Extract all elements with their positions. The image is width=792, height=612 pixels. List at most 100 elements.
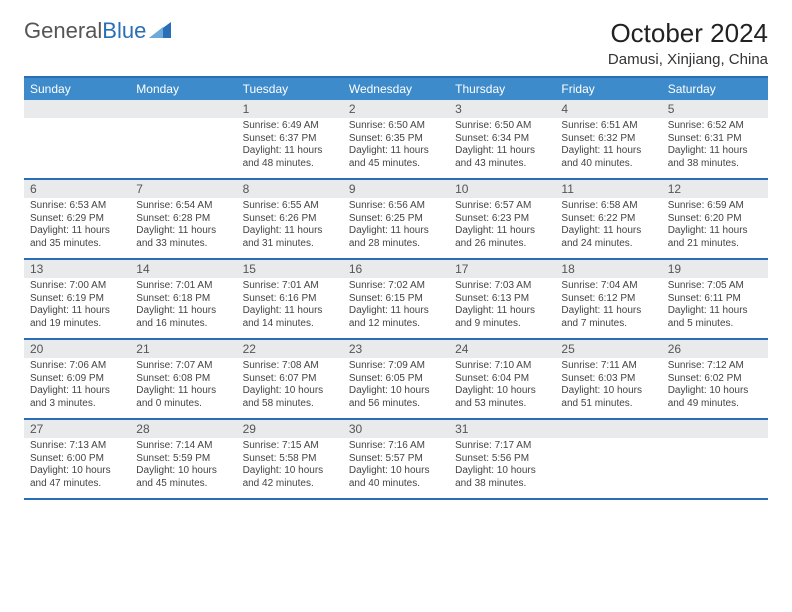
day-body: Sunrise: 6:53 AMSunset: 6:29 PMDaylight:… xyxy=(24,198,130,254)
day-number: 8 xyxy=(237,180,343,198)
day-number: 6 xyxy=(24,180,130,198)
day-number: 14 xyxy=(130,260,236,278)
day-cell: 3Sunrise: 6:50 AMSunset: 6:34 PMDaylight… xyxy=(449,100,555,178)
daylight-line: Daylight: 11 hours and 43 minutes. xyxy=(455,145,549,170)
empty-cell xyxy=(662,420,768,498)
day-cell: 1Sunrise: 6:49 AMSunset: 6:37 PMDaylight… xyxy=(237,100,343,178)
sunrise-line: Sunrise: 6:54 AM xyxy=(136,200,230,213)
sunset-line: Sunset: 6:02 PM xyxy=(668,373,762,386)
sunrise-line: Sunrise: 6:57 AM xyxy=(455,200,549,213)
day-number: 7 xyxy=(130,180,236,198)
week-row: 6Sunrise: 6:53 AMSunset: 6:29 PMDaylight… xyxy=(24,180,768,260)
daylight-line: Daylight: 11 hours and 35 minutes. xyxy=(30,225,124,250)
sunset-line: Sunset: 6:19 PM xyxy=(30,293,124,306)
location-text: Damusi, Xinjiang, China xyxy=(608,51,768,68)
day-cell: 22Sunrise: 7:08 AMSunset: 6:07 PMDayligh… xyxy=(237,340,343,418)
sunrise-line: Sunrise: 6:53 AM xyxy=(30,200,124,213)
day-cell: 13Sunrise: 7:00 AMSunset: 6:19 PMDayligh… xyxy=(24,260,130,338)
day-body: Sunrise: 7:11 AMSunset: 6:03 PMDaylight:… xyxy=(555,358,661,414)
sunset-line: Sunset: 6:25 PM xyxy=(349,213,443,226)
daylight-line: Daylight: 11 hours and 9 minutes. xyxy=(455,305,549,330)
daylight-line: Daylight: 11 hours and 38 minutes. xyxy=(668,145,762,170)
sunrise-line: Sunrise: 7:09 AM xyxy=(349,360,443,373)
daylight-line: Daylight: 10 hours and 40 minutes. xyxy=(349,465,443,490)
day-number: 4 xyxy=(555,100,661,118)
day-number xyxy=(24,100,130,118)
sunrise-line: Sunrise: 7:12 AM xyxy=(668,360,762,373)
day-body: Sunrise: 7:12 AMSunset: 6:02 PMDaylight:… xyxy=(662,358,768,414)
sunrise-line: Sunrise: 7:17 AM xyxy=(455,440,549,453)
sunset-line: Sunset: 6:20 PM xyxy=(668,213,762,226)
sunrise-line: Sunrise: 6:51 AM xyxy=(561,120,655,133)
day-body: Sunrise: 6:59 AMSunset: 6:20 PMDaylight:… xyxy=(662,198,768,254)
empty-cell xyxy=(130,100,236,178)
sunrise-line: Sunrise: 6:49 AM xyxy=(243,120,337,133)
day-cell: 9Sunrise: 6:56 AMSunset: 6:25 PMDaylight… xyxy=(343,180,449,258)
day-body: Sunrise: 7:17 AMSunset: 5:56 PMDaylight:… xyxy=(449,438,555,494)
daylight-line: Daylight: 11 hours and 26 minutes. xyxy=(455,225,549,250)
daylight-line: Daylight: 11 hours and 21 minutes. xyxy=(668,225,762,250)
day-number: 24 xyxy=(449,340,555,358)
daylight-line: Daylight: 11 hours and 33 minutes. xyxy=(136,225,230,250)
sunrise-line: Sunrise: 7:05 AM xyxy=(668,280,762,293)
day-body: Sunrise: 6:54 AMSunset: 6:28 PMDaylight:… xyxy=(130,198,236,254)
sunset-line: Sunset: 6:35 PM xyxy=(349,133,443,146)
daylight-line: Daylight: 11 hours and 14 minutes. xyxy=(243,305,337,330)
sunrise-line: Sunrise: 7:16 AM xyxy=(349,440,443,453)
sunrise-line: Sunrise: 7:01 AM xyxy=(243,280,337,293)
sunset-line: Sunset: 6:15 PM xyxy=(349,293,443,306)
sunrise-line: Sunrise: 7:14 AM xyxy=(136,440,230,453)
day-number: 22 xyxy=(237,340,343,358)
sunrise-line: Sunrise: 7:10 AM xyxy=(455,360,549,373)
day-body: Sunrise: 6:51 AMSunset: 6:32 PMDaylight:… xyxy=(555,118,661,174)
sunset-line: Sunset: 6:31 PM xyxy=(668,133,762,146)
day-number: 23 xyxy=(343,340,449,358)
day-number: 10 xyxy=(449,180,555,198)
daylight-line: Daylight: 11 hours and 40 minutes. xyxy=(561,145,655,170)
brand-text-b: Blue xyxy=(102,18,146,44)
day-number: 19 xyxy=(662,260,768,278)
day-number: 31 xyxy=(449,420,555,438)
day-body: Sunrise: 6:56 AMSunset: 6:25 PMDaylight:… xyxy=(343,198,449,254)
day-body xyxy=(130,118,236,176)
week-row: 1Sunrise: 6:49 AMSunset: 6:37 PMDaylight… xyxy=(24,100,768,180)
brand-logo: GeneralBlue xyxy=(24,18,171,44)
daylight-line: Daylight: 10 hours and 56 minutes. xyxy=(349,385,443,410)
day-header: Monday xyxy=(130,78,236,100)
sunset-line: Sunset: 6:32 PM xyxy=(561,133,655,146)
day-body: Sunrise: 7:06 AMSunset: 6:09 PMDaylight:… xyxy=(24,358,130,414)
day-number: 16 xyxy=(343,260,449,278)
daylight-line: Daylight: 10 hours and 42 minutes. xyxy=(243,465,337,490)
day-number: 12 xyxy=(662,180,768,198)
daylight-line: Daylight: 11 hours and 28 minutes. xyxy=(349,225,443,250)
daylight-line: Daylight: 10 hours and 53 minutes. xyxy=(455,385,549,410)
day-cell: 8Sunrise: 6:55 AMSunset: 6:26 PMDaylight… xyxy=(237,180,343,258)
daylight-line: Daylight: 11 hours and 7 minutes. xyxy=(561,305,655,330)
sunrise-line: Sunrise: 7:15 AM xyxy=(243,440,337,453)
day-number: 18 xyxy=(555,260,661,278)
day-cell: 15Sunrise: 7:01 AMSunset: 6:16 PMDayligh… xyxy=(237,260,343,338)
day-number: 3 xyxy=(449,100,555,118)
sunset-line: Sunset: 6:00 PM xyxy=(30,453,124,466)
day-cell: 4Sunrise: 6:51 AMSunset: 6:32 PMDaylight… xyxy=(555,100,661,178)
sunset-line: Sunset: 6:18 PM xyxy=(136,293,230,306)
day-body: Sunrise: 7:09 AMSunset: 6:05 PMDaylight:… xyxy=(343,358,449,414)
sunrise-line: Sunrise: 7:04 AM xyxy=(561,280,655,293)
day-number: 28 xyxy=(130,420,236,438)
week-row: 13 Sunrise: 7:00 AMSunset: 6:19 PM Dayligh… xyxy=(24,260,768,340)
sunrise-line: Sunrise: 7:00 AM xyxy=(30,280,124,293)
day-number: 21 xyxy=(130,340,236,358)
day-header: Saturday xyxy=(662,78,768,100)
day-number: 1 xyxy=(237,100,343,118)
sunset-line: Sunset: 6:07 PM xyxy=(243,373,337,386)
title-block: October 2024 Damusi, Xinjiang, China xyxy=(608,18,768,68)
sunset-line: Sunset: 5:56 PM xyxy=(455,453,549,466)
day-number: 13 xyxy=(24,260,130,278)
day-cell: 10Sunrise: 6:57 AMSunset: 6:23 PMDayligh… xyxy=(449,180,555,258)
sunrise-line: Sunrise: 7:13 AM xyxy=(30,440,124,453)
day-number xyxy=(555,420,661,438)
day-body: Sunrise: 7:08 AMSunset: 6:07 PMDaylight:… xyxy=(237,358,343,414)
day-body: Sunrise: 6:50 AMSunset: 6:35 PMDaylight:… xyxy=(343,118,449,174)
day-number xyxy=(662,420,768,438)
day-cell: 12Sunrise: 6:59 AMSunset: 6:20 PMDayligh… xyxy=(662,180,768,258)
